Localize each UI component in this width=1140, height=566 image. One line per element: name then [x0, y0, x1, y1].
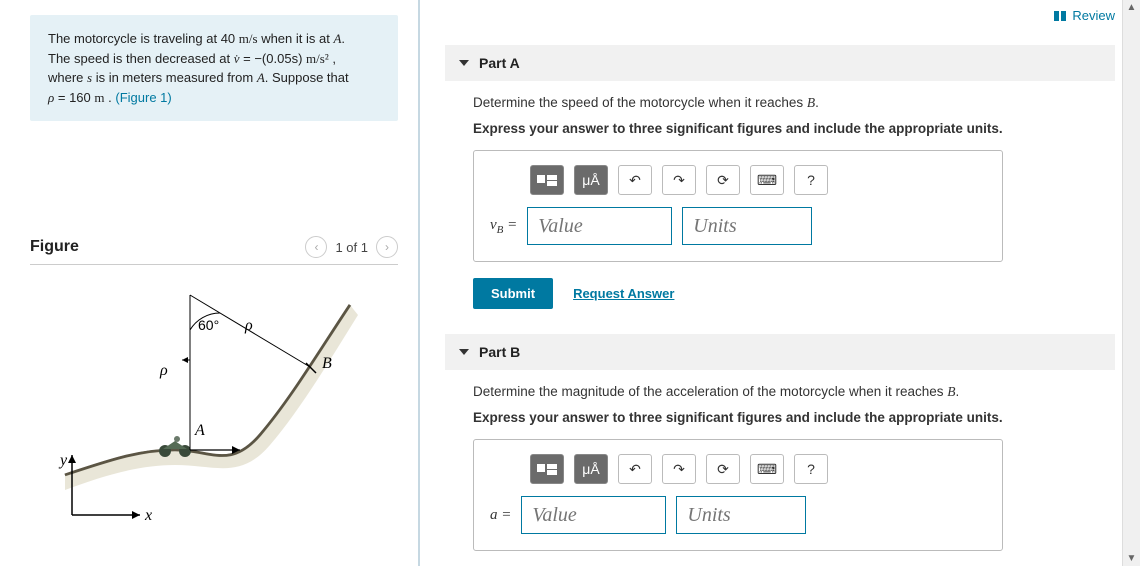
figure-link[interactable]: (Figure 1) [115, 90, 171, 105]
problem-text: . Suppose that [265, 70, 349, 85]
part-b-question: Determine the magnitude of the accelerat… [473, 384, 1111, 400]
speed-value: 40 [221, 31, 235, 46]
problem-text: The speed is then decreased at [48, 51, 234, 66]
review-icon [1054, 11, 1066, 21]
decel-rhs: −(0.05s) [254, 51, 302, 66]
part-a-body: Determine the speed of the motorcycle wh… [445, 81, 1115, 309]
qtext: Determine the magnitude of the accelerat… [473, 384, 947, 399]
figure-svg: x y A B [30, 275, 390, 535]
redo-button[interactable]: ↷ [662, 454, 696, 484]
part-a-instruction: Express your answer to three significant… [473, 121, 1111, 136]
point-b: B [807, 95, 815, 110]
part-b-title: Part B [479, 344, 520, 360]
label-angle: 60° [198, 317, 219, 333]
units-input[interactable] [676, 496, 806, 534]
axis-x-label: x [144, 507, 152, 524]
part-b-toolbar: μÅ ↶ ↷ ⟳ ⌨ ? [530, 454, 986, 484]
figure-heading: Figure [30, 238, 79, 256]
speed-unit: m/s [239, 31, 258, 46]
figure-header: Figure ‹ 1 of 1 › [30, 236, 398, 265]
part-b-answer-box: μÅ ↶ ↷ ⟳ ⌨ ? a = [473, 439, 1003, 551]
point-a: A [333, 31, 341, 46]
page-root: The motorcycle is traveling at 40 m/s wh… [0, 0, 1140, 566]
value-input[interactable] [527, 207, 672, 245]
problem-text: when it is at [258, 31, 334, 46]
keyboard-button[interactable]: ⌨ [750, 454, 784, 484]
qsuffix: . [956, 384, 960, 399]
left-column: The motorcycle is traveling at 40 m/s wh… [0, 0, 420, 566]
part-b-header[interactable]: Part B [445, 334, 1115, 370]
eq: = [54, 90, 69, 105]
problem-text: The motorcycle is traveling at [48, 31, 221, 46]
request-answer-link[interactable]: Request Answer [573, 286, 674, 301]
caret-down-icon [459, 60, 469, 66]
label-rho-left: ρ [159, 362, 168, 379]
label-rho-right: ρ [244, 317, 253, 334]
units-menu-button[interactable]: μÅ [574, 165, 608, 195]
decel-unit: m/s² [306, 51, 329, 66]
figure-canvas: x y A B [30, 275, 398, 538]
part-a-toolbar: μÅ ↶ ↷ ⟳ ⌨ ? [530, 165, 986, 195]
problem-text: where [48, 70, 87, 85]
figure-prev-button[interactable]: ‹ [305, 236, 327, 258]
undo-button[interactable]: ↶ [618, 454, 652, 484]
template-button[interactable] [530, 454, 564, 484]
qsuffix: . [815, 95, 819, 110]
reset-button[interactable]: ⟳ [706, 454, 740, 484]
right-column: Review Part A Determine the speed of the… [420, 0, 1140, 566]
keyboard-button[interactable]: ⌨ [750, 165, 784, 195]
template-button[interactable] [530, 165, 564, 195]
from-a: A [257, 70, 265, 85]
units-input[interactable] [682, 207, 812, 245]
label-B: B [322, 355, 332, 372]
review-link[interactable]: Review [1054, 8, 1115, 23]
part-a-input-row: vB = [490, 207, 986, 245]
problem-text: is in meters measured from [92, 70, 257, 85]
help-button[interactable]: ? [794, 454, 828, 484]
figure-counter: 1 of 1 [335, 240, 368, 255]
part-b-instruction: Express your answer to three significant… [473, 410, 1111, 425]
figure-next-button[interactable]: › [376, 236, 398, 258]
rho-value: 160 [69, 90, 91, 105]
point-b: B [947, 384, 955, 399]
part-a-submit-row: Submit Request Answer [473, 278, 1111, 309]
rho-unit: m [94, 90, 104, 105]
redo-button[interactable]: ↷ [662, 165, 696, 195]
outer-scrollbar[interactable]: ▲ ▼ [1122, 0, 1140, 566]
part-a-header[interactable]: Part A [445, 45, 1115, 81]
dot: . [105, 90, 116, 105]
scroll-track[interactable] [1123, 15, 1140, 551]
part-a-answer-box: μÅ ↶ ↷ ⟳ ⌨ ? vB = [473, 150, 1003, 262]
scroll-up-icon[interactable]: ▲ [1127, 0, 1137, 15]
part-b-input-row: a = [490, 496, 986, 534]
submit-button[interactable]: Submit [473, 278, 553, 309]
part-b-lhs: a = [490, 507, 511, 524]
vdot: v̇ [234, 51, 240, 66]
axis-y-label: y [58, 452, 68, 469]
label-A: A [194, 422, 205, 439]
caret-down-icon [459, 349, 469, 355]
reset-button[interactable]: ⟳ [706, 165, 740, 195]
figure-nav: ‹ 1 of 1 › [305, 236, 398, 258]
value-input[interactable] [521, 496, 666, 534]
qtext: Determine the speed of the motorcycle wh… [473, 95, 807, 110]
part-a-question: Determine the speed of the motorcycle wh… [473, 95, 1111, 111]
scroll-down-icon[interactable]: ▼ [1127, 551, 1137, 566]
help-button[interactable]: ? [794, 165, 828, 195]
undo-button[interactable]: ↶ [618, 165, 652, 195]
part-a-title: Part A [479, 55, 520, 71]
units-menu-button[interactable]: μÅ [574, 454, 608, 484]
part-b-body: Determine the magnitude of the accelerat… [445, 370, 1115, 551]
review-label: Review [1072, 8, 1115, 23]
problem-statement: The motorcycle is traveling at 40 m/s wh… [30, 15, 398, 121]
part-a-lhs: vB = [490, 217, 517, 236]
